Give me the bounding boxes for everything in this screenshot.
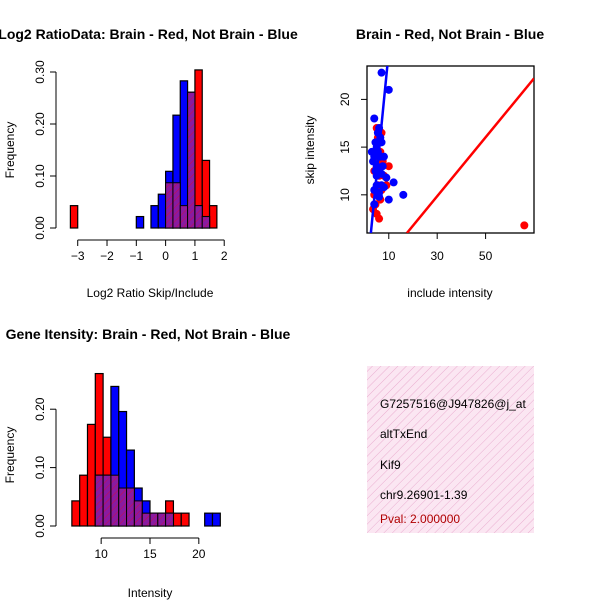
ratio-x-tick-label-2: 2 [221, 249, 228, 263]
scatter-marks [367, 66, 534, 233]
scatter-point-notbrain-23 [375, 192, 384, 201]
scatter-point-notbrain-10 [379, 152, 388, 161]
scatter-point-brain-8 [384, 162, 393, 171]
intensity-bar-brain-13 [172, 512, 182, 527]
ratio-x-tick-label--3: −3 [71, 249, 85, 263]
scatter-point-notbrain-17 [384, 195, 393, 204]
scatter-point-notbrain-24 [379, 183, 388, 192]
ratio-bar-brain-0 [69, 205, 79, 229]
scatter-point-notbrain-26 [369, 157, 378, 166]
ratio-overlap-hatch-4-13 [165, 182, 174, 229]
scatter-point-brain-20 [520, 221, 529, 230]
scatter-point-notbrain-15 [389, 178, 398, 187]
scatter-y-tick-label-20: 20 [338, 92, 352, 106]
scatter-y-tick-label-15: 15 [338, 140, 352, 154]
ratio-x-tick-label--1: −1 [129, 249, 143, 263]
ratio-y-tick-label-0: 0.00 [33, 216, 47, 240]
ratio-y-tick-label-0.3: 0.30 [33, 60, 47, 84]
scatter-x-tick-label-10: 10 [382, 249, 396, 263]
ratio-chart-title: Log2 RatioData: Brain - Red, Not Brain -… [0, 26, 298, 42]
ratio-bars [69, 69, 218, 229]
intensity-bar-brain-2 [86, 423, 96, 527]
scatter-point-notbrain-1 [384, 85, 393, 94]
scatter-x-tick-label-30: 30 [431, 249, 445, 263]
intensity-x-tick-label-20: 20 [192, 547, 206, 561]
intensity-bar-notbrain-14 [204, 512, 214, 527]
intensity-overlap-hatch-3-6 [118, 487, 128, 527]
ratio-overlap-hatch-8-17 [194, 205, 203, 229]
intensity-overlap-hatch-1-4 [102, 474, 112, 527]
ratio-x-tick-label-1: 1 [192, 249, 199, 263]
ratio-histogram-panel: Log2 RatioData: Brain - Red, Not Brain -… [0, 26, 298, 300]
ratio-y-tick-label-0.1: 0.10 [33, 164, 47, 188]
scatter-point-notbrain-2 [370, 114, 379, 123]
scatter-point-notbrain-14 [382, 173, 391, 182]
scatter-point-notbrain-7 [367, 147, 376, 156]
intensity-y-tick-label-0.1: 0.10 [33, 456, 47, 480]
scatter-y-axis-label: skip intensity [303, 116, 317, 185]
ratio-overlap-hatch-5-14 [172, 182, 181, 229]
scatter-chart-title: Brain - Red, Not Brain - Blue [356, 26, 544, 42]
intensity-y-tick-label-0.2: 0.20 [33, 397, 47, 421]
ratio-axes: −3 −2 −1 0 1 2 0.00 0.10 0.20 0.30 [33, 60, 228, 263]
info-event-type: altTxEnd [380, 427, 427, 441]
info-box-hatch [367, 366, 534, 533]
ratio-overlap-hatch-6-15 [179, 205, 189, 229]
intensity-histogram-panel: Gene Itensity: Brain - Red, Not Brain - … [3, 326, 291, 600]
intensity-bar-brain-1 [79, 474, 89, 527]
ratio-y-tick-label-0.2: 0.20 [33, 112, 47, 136]
intensity-overlap-hatch-6-9 [141, 512, 151, 527]
ratio-bar-notbrain-3 [157, 193, 167, 229]
intensity-bar-notbrain-15 [211, 512, 221, 527]
scatter-axes: 10 30 50 10 15 20 [338, 92, 493, 263]
intensity-overlap-hatch-4-7 [126, 487, 135, 527]
intensity-overlap-hatch-2-5 [110, 474, 120, 527]
info-id-text: G7257516@J947826@j_at [380, 397, 526, 411]
intensity-bar-brain-14 [180, 512, 190, 527]
ratio-x-axis-label: Log2 Ratio Skip/Include [87, 286, 214, 300]
info-location: chr9.26901-1.39 [380, 488, 468, 502]
intensity-x-tick-label-15: 15 [143, 547, 157, 561]
ratio-overlap-hatch-7-16 [187, 91, 196, 229]
intensity-x-axis-label: Intensity [128, 586, 173, 600]
intensity-overlap-hatch-0-3 [94, 474, 104, 527]
intensity-overlap-hatch-7-10 [149, 512, 159, 527]
ratio-x-tick-label--2: −2 [100, 249, 114, 263]
intensity-bar-brain-0 [71, 500, 81, 527]
ratio-bar-notbrain-2 [150, 205, 159, 229]
ratio-bar-brain-17 [194, 69, 203, 229]
intensity-y-tick-label-0: 0.00 [33, 514, 47, 538]
intensity-y-axis-label: Frequency [3, 427, 17, 484]
scatter-panel: Brain - Red, Not Brain - Blue include in… [303, 26, 544, 300]
intensity-chart-title: Gene Itensity: Brain - Red, Not Brain - … [6, 326, 291, 342]
scatter-plot-box [366, 65, 535, 234]
scatter-fit-line-0 [405, 77, 534, 233]
scatter-y-tick-label-10: 10 [338, 188, 352, 202]
scatter-x-axis-label: include intensity [407, 286, 492, 300]
info-box: G7257516@J947826@j_at altTxEnd Kif9 chr9… [367, 366, 534, 533]
ratio-x-tick-label-0: 0 [162, 249, 169, 263]
info-pval: Pval: 2.000000 [380, 512, 460, 526]
scatter-point-notbrain-16 [399, 190, 408, 199]
ratio-bar-notbrain-0 [135, 215, 145, 229]
ratio-overlap-hatch-9-18 [201, 216, 211, 229]
scatter-x-tick-label-50: 50 [479, 249, 493, 263]
scatter-point-brain-3 [375, 214, 384, 223]
scatter-fit-line-1 [369, 66, 389, 233]
ratio-bar-brain-19 [208, 205, 218, 229]
info-gene: Kif9 [380, 458, 401, 472]
intensity-x-tick-label-10: 10 [94, 547, 108, 561]
intensity-overlap-hatch-9-12 [165, 512, 174, 527]
scatter-point-notbrain-0 [377, 68, 386, 77]
ratio-y-axis-label: Frequency [3, 122, 17, 179]
intensity-overlap-hatch-5-8 [133, 500, 143, 527]
intensity-bars [71, 372, 221, 527]
intensity-axes: 10 15 20 0.00 0.10 0.20 [33, 397, 206, 561]
intensity-overlap-hatch-8-11 [157, 512, 167, 527]
